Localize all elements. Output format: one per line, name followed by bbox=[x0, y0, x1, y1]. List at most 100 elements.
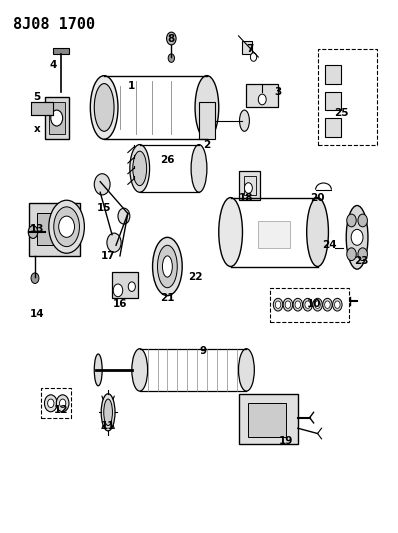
Ellipse shape bbox=[104, 399, 113, 425]
Text: 11: 11 bbox=[101, 421, 115, 431]
Circle shape bbox=[358, 214, 367, 227]
Circle shape bbox=[59, 399, 66, 408]
Circle shape bbox=[28, 225, 38, 238]
Bar bbox=[326, 118, 341, 136]
Ellipse shape bbox=[94, 354, 102, 386]
Ellipse shape bbox=[133, 151, 146, 185]
Circle shape bbox=[275, 301, 281, 309]
Circle shape bbox=[303, 298, 312, 311]
Ellipse shape bbox=[191, 144, 207, 192]
Text: 21: 21 bbox=[160, 293, 175, 303]
Ellipse shape bbox=[307, 198, 328, 266]
Text: 7: 7 bbox=[247, 44, 254, 54]
Text: 8J08 1700: 8J08 1700 bbox=[13, 17, 96, 33]
Ellipse shape bbox=[238, 349, 254, 391]
Text: 23: 23 bbox=[354, 256, 368, 266]
Bar bbox=[326, 65, 341, 84]
Circle shape bbox=[313, 298, 322, 311]
Text: 9: 9 bbox=[199, 346, 207, 357]
Circle shape bbox=[51, 110, 62, 126]
Circle shape bbox=[250, 53, 257, 61]
Bar bbox=[53, 48, 68, 54]
Circle shape bbox=[94, 174, 110, 195]
Text: 15: 15 bbox=[97, 203, 111, 213]
Ellipse shape bbox=[162, 256, 172, 277]
Text: x: x bbox=[33, 124, 40, 134]
Ellipse shape bbox=[49, 200, 84, 253]
Ellipse shape bbox=[152, 237, 182, 296]
Text: 4: 4 bbox=[49, 60, 57, 70]
Text: 16: 16 bbox=[113, 298, 127, 309]
Text: 24: 24 bbox=[322, 240, 337, 251]
Text: 12: 12 bbox=[53, 405, 68, 415]
Circle shape bbox=[293, 298, 302, 311]
Circle shape bbox=[244, 183, 252, 193]
Bar bbox=[49, 102, 64, 134]
Text: 22: 22 bbox=[188, 272, 202, 282]
Circle shape bbox=[358, 248, 367, 261]
Circle shape bbox=[305, 301, 310, 309]
Ellipse shape bbox=[195, 76, 219, 139]
Bar bbox=[112, 272, 138, 298]
Bar bbox=[31, 102, 53, 115]
Text: 3: 3 bbox=[274, 86, 282, 96]
Bar bbox=[258, 221, 290, 248]
Text: 13: 13 bbox=[30, 224, 44, 235]
Bar bbox=[246, 84, 278, 108]
Text: 10: 10 bbox=[306, 298, 321, 309]
Circle shape bbox=[323, 298, 332, 311]
Text: 26: 26 bbox=[160, 156, 175, 165]
Bar bbox=[199, 102, 215, 139]
Circle shape bbox=[118, 208, 130, 224]
Text: 17: 17 bbox=[101, 251, 115, 261]
Circle shape bbox=[333, 298, 342, 311]
Bar bbox=[248, 403, 286, 437]
Ellipse shape bbox=[90, 76, 118, 139]
Bar bbox=[37, 214, 72, 245]
Circle shape bbox=[347, 214, 356, 227]
Bar bbox=[318, 49, 377, 144]
Circle shape bbox=[347, 248, 356, 261]
Bar bbox=[326, 92, 341, 110]
Ellipse shape bbox=[101, 394, 115, 431]
Circle shape bbox=[57, 395, 69, 412]
Circle shape bbox=[31, 273, 39, 284]
Ellipse shape bbox=[346, 206, 368, 269]
Circle shape bbox=[59, 216, 74, 237]
Text: 25: 25 bbox=[334, 108, 349, 118]
Text: 18: 18 bbox=[239, 192, 254, 203]
Text: 2: 2 bbox=[203, 140, 211, 150]
Circle shape bbox=[335, 301, 340, 309]
Circle shape bbox=[325, 301, 330, 309]
Ellipse shape bbox=[130, 144, 150, 192]
Bar bbox=[242, 41, 252, 54]
Text: 20: 20 bbox=[310, 192, 325, 203]
Circle shape bbox=[258, 94, 266, 105]
Ellipse shape bbox=[158, 245, 177, 288]
Circle shape bbox=[107, 233, 121, 252]
Circle shape bbox=[128, 282, 135, 292]
Ellipse shape bbox=[54, 207, 80, 247]
Ellipse shape bbox=[94, 84, 114, 131]
Circle shape bbox=[167, 32, 176, 45]
Ellipse shape bbox=[240, 110, 250, 131]
Bar bbox=[41, 389, 70, 418]
Text: 1: 1 bbox=[128, 81, 135, 91]
Bar bbox=[244, 176, 256, 195]
Circle shape bbox=[273, 298, 283, 311]
Circle shape bbox=[315, 301, 320, 309]
Ellipse shape bbox=[132, 349, 148, 391]
Circle shape bbox=[45, 395, 57, 412]
Text: 8: 8 bbox=[168, 34, 175, 44]
Text: 19: 19 bbox=[279, 437, 293, 447]
Circle shape bbox=[283, 298, 293, 311]
Bar bbox=[238, 171, 260, 200]
Text: 5: 5 bbox=[33, 92, 41, 102]
Text: 14: 14 bbox=[29, 309, 44, 319]
Ellipse shape bbox=[219, 198, 242, 266]
Circle shape bbox=[168, 54, 174, 62]
Bar bbox=[29, 203, 80, 256]
Bar bbox=[238, 394, 298, 444]
Circle shape bbox=[295, 301, 300, 309]
Bar bbox=[270, 288, 349, 322]
